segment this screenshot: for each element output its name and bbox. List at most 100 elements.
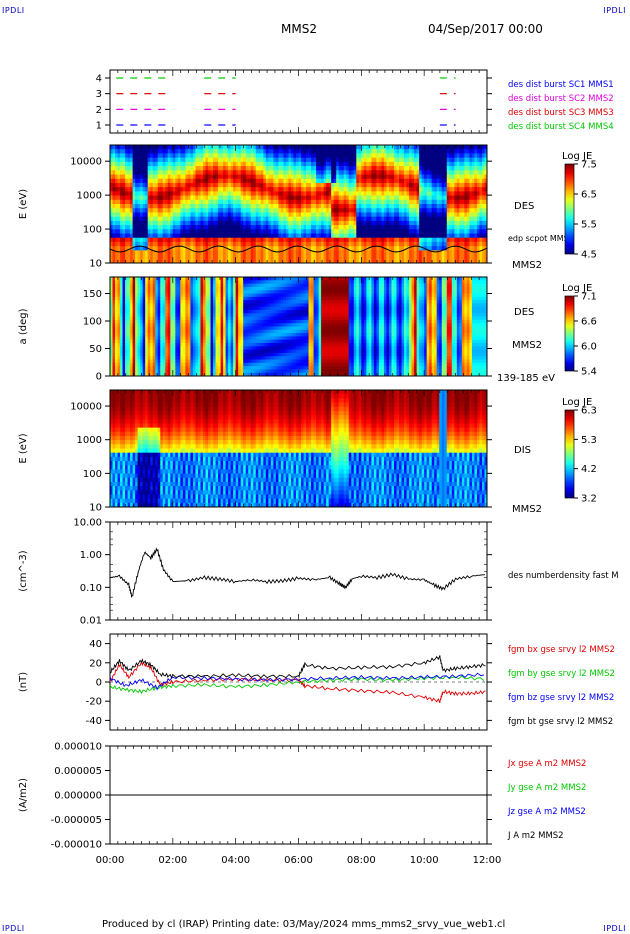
bfield-legend-entry: fgm bt gse srvy l2 MMS2 bbox=[508, 717, 613, 727]
colorbar-tick-label: 7.5 bbox=[581, 160, 597, 171]
colorbar-tick-label: 5.3 bbox=[581, 435, 597, 446]
time-tick-label: 02:00 bbox=[158, 855, 187, 866]
colorbar-tick-label: 4.2 bbox=[581, 464, 597, 475]
des-energy-side-label: DES bbox=[514, 201, 534, 212]
burst-tick-label: 2 bbox=[96, 105, 102, 116]
des-energy-tick-label: 10 bbox=[89, 259, 102, 270]
time-tick-label: 00:00 bbox=[96, 855, 125, 866]
bfield-ylabel: (nT) bbox=[18, 672, 29, 692]
current-legend-entry: J A m2 MMS2 bbox=[507, 831, 564, 841]
des-energy-side-label: edp scpot MMS2 bbox=[508, 234, 574, 243]
current-ylabel: (A/m2) bbox=[18, 778, 29, 812]
density-tick-label: 1.00 bbox=[80, 550, 102, 561]
time-tick-label: 12:00 bbox=[473, 855, 502, 866]
burst-tick-label: 4 bbox=[96, 74, 102, 85]
dis-energy-spectrogram bbox=[110, 390, 488, 508]
corner-label-tr: IPDLI bbox=[603, 6, 626, 15]
burst-legend-entry: des dist burst SC1 MMS1 bbox=[508, 80, 614, 90]
dis-energy-ylabel: E (eV) bbox=[18, 433, 29, 463]
colorbar-tick-label: 6.5 bbox=[581, 190, 597, 201]
des-energy-side-label: MMS2 bbox=[512, 260, 542, 271]
density-tick-label: 0.01 bbox=[80, 616, 102, 627]
pitch-angle-ylabel: a (deg) bbox=[18, 308, 29, 344]
des-energy-tick-label: 100 bbox=[83, 225, 102, 236]
des-energy-tick-label: 10000 bbox=[70, 157, 102, 168]
burst-legend-entry: des dist burst SC4 MMS4 bbox=[508, 122, 614, 132]
colorbar-tick-label: 6.6 bbox=[581, 317, 597, 328]
bfield-tick-label: -40 bbox=[86, 716, 102, 727]
footer-text: Produced by cl (IRAP) Printing date: 03/… bbox=[102, 919, 506, 930]
pitch-angle-tick-label: 100 bbox=[83, 317, 102, 328]
bfield-legend-entry: fgm by gse srvy l2 MMS2 bbox=[508, 669, 615, 679]
pitch-angle-colorbar bbox=[564, 295, 575, 372]
des-energy-tick-label: 1000 bbox=[77, 191, 102, 202]
bfield-line bbox=[109, 660, 486, 704]
dis-energy-side-label: DIS bbox=[514, 445, 531, 456]
density-frame bbox=[109, 521, 488, 621]
des-energy-colorbar bbox=[564, 163, 575, 255]
current-legend-entry: Jy gse A m2 MMS2 bbox=[507, 783, 586, 793]
burst-legend-entry: des dist burst SC3 MMS3 bbox=[508, 108, 614, 118]
datetime-title: 04/Sep/2017 00:00 bbox=[428, 22, 543, 36]
burst-tick-label: 1 bbox=[96, 121, 102, 132]
pitch-angle-tick-label: 50 bbox=[89, 344, 102, 355]
pitch-angle-side-label: 139-185 eV bbox=[497, 373, 555, 384]
current-legend-entry: Jx gse A m2 MMS2 bbox=[507, 759, 586, 769]
bfield-tick-label: -20 bbox=[86, 697, 102, 708]
time-tick-label: 10:00 bbox=[410, 855, 439, 866]
dis-energy-tick-label: 10 bbox=[89, 503, 102, 514]
bfield-tick-label: 40 bbox=[89, 639, 102, 650]
colorbar-title: Log JE bbox=[562, 151, 592, 162]
colorbar-tick-label: 4.5 bbox=[581, 250, 597, 261]
colorbar-tick-label: 6.0 bbox=[581, 342, 597, 353]
time-tick-label: 08:00 bbox=[347, 855, 376, 866]
burst-panel-frame bbox=[109, 69, 488, 134]
bfield-tick-label: 20 bbox=[89, 658, 102, 669]
current-tick-label: -0.000010 bbox=[51, 840, 102, 851]
colorbar-title: Log JE bbox=[562, 283, 592, 294]
dis-energy-tick-label: 10000 bbox=[70, 402, 102, 413]
spacecraft-title: MMS2 bbox=[281, 22, 317, 36]
pitch-angle-spectrogram bbox=[110, 277, 488, 377]
current-tick-label: 0.000010 bbox=[54, 742, 102, 753]
colorbar-title: Log JE bbox=[562, 397, 592, 408]
bfield-line bbox=[109, 672, 484, 691]
density-legend-entry: des numberdensity fast M bbox=[508, 571, 619, 581]
corner-label-bl: IPDLI bbox=[2, 924, 25, 933]
bfield-legend-entry: fgm bx gse srvy l2 MMS2 bbox=[508, 645, 615, 655]
bfield-line bbox=[109, 675, 485, 695]
colorbar-tick-label: 7.1 bbox=[581, 292, 597, 303]
bfield-line bbox=[109, 655, 486, 680]
corner-label-tl: IPDLI bbox=[2, 6, 25, 15]
pitch-angle-side-label: MMS2 bbox=[512, 340, 542, 351]
corner-label-br: IPDLI bbox=[603, 924, 626, 933]
bfield-tick-label: 0 bbox=[96, 678, 102, 689]
time-tick-label: 06:00 bbox=[284, 855, 313, 866]
time-tick-label: 04:00 bbox=[221, 855, 250, 866]
des-energy-spectrogram bbox=[109, 145, 488, 264]
dis-energy-colorbar bbox=[564, 409, 575, 499]
pitch-angle-tick-label: 0 bbox=[96, 372, 102, 383]
current-tick-label: 0.000000 bbox=[54, 791, 102, 802]
dis-energy-tick-label: 100 bbox=[83, 469, 102, 480]
dis-energy-side-label: MMS2 bbox=[512, 504, 542, 515]
dis-energy-tick-label: 1000 bbox=[77, 435, 102, 446]
des-energy-ylabel: E (eV) bbox=[18, 189, 29, 219]
pitch-angle-tick-label: 150 bbox=[83, 289, 102, 300]
density-tick-label: 10.00 bbox=[73, 518, 102, 529]
colorbar-tick-label: 5.4 bbox=[581, 367, 597, 378]
current-legend-entry: Jz gse A m2 MMS2 bbox=[507, 807, 586, 817]
bfield-legend-entry: fgm bz gse srvy l2 MMS2 bbox=[508, 693, 614, 703]
density-ylabel: (cm^-3) bbox=[18, 550, 29, 591]
colorbar-tick-label: 3.2 bbox=[581, 494, 597, 505]
colorbar-tick-label: 6.3 bbox=[581, 406, 597, 417]
current-tick-label: 0.000005 bbox=[54, 766, 102, 777]
colorbar-tick-label: 5.5 bbox=[581, 220, 597, 231]
burst-legend-entry: des dist burst SC2 MMS2 bbox=[508, 94, 614, 104]
density-line bbox=[109, 547, 486, 598]
current-tick-label: -0.000005 bbox=[51, 815, 102, 826]
pitch-angle-side-label: DES bbox=[514, 307, 534, 318]
burst-tick-label: 3 bbox=[96, 89, 102, 100]
density-tick-label: 0.10 bbox=[80, 583, 102, 594]
